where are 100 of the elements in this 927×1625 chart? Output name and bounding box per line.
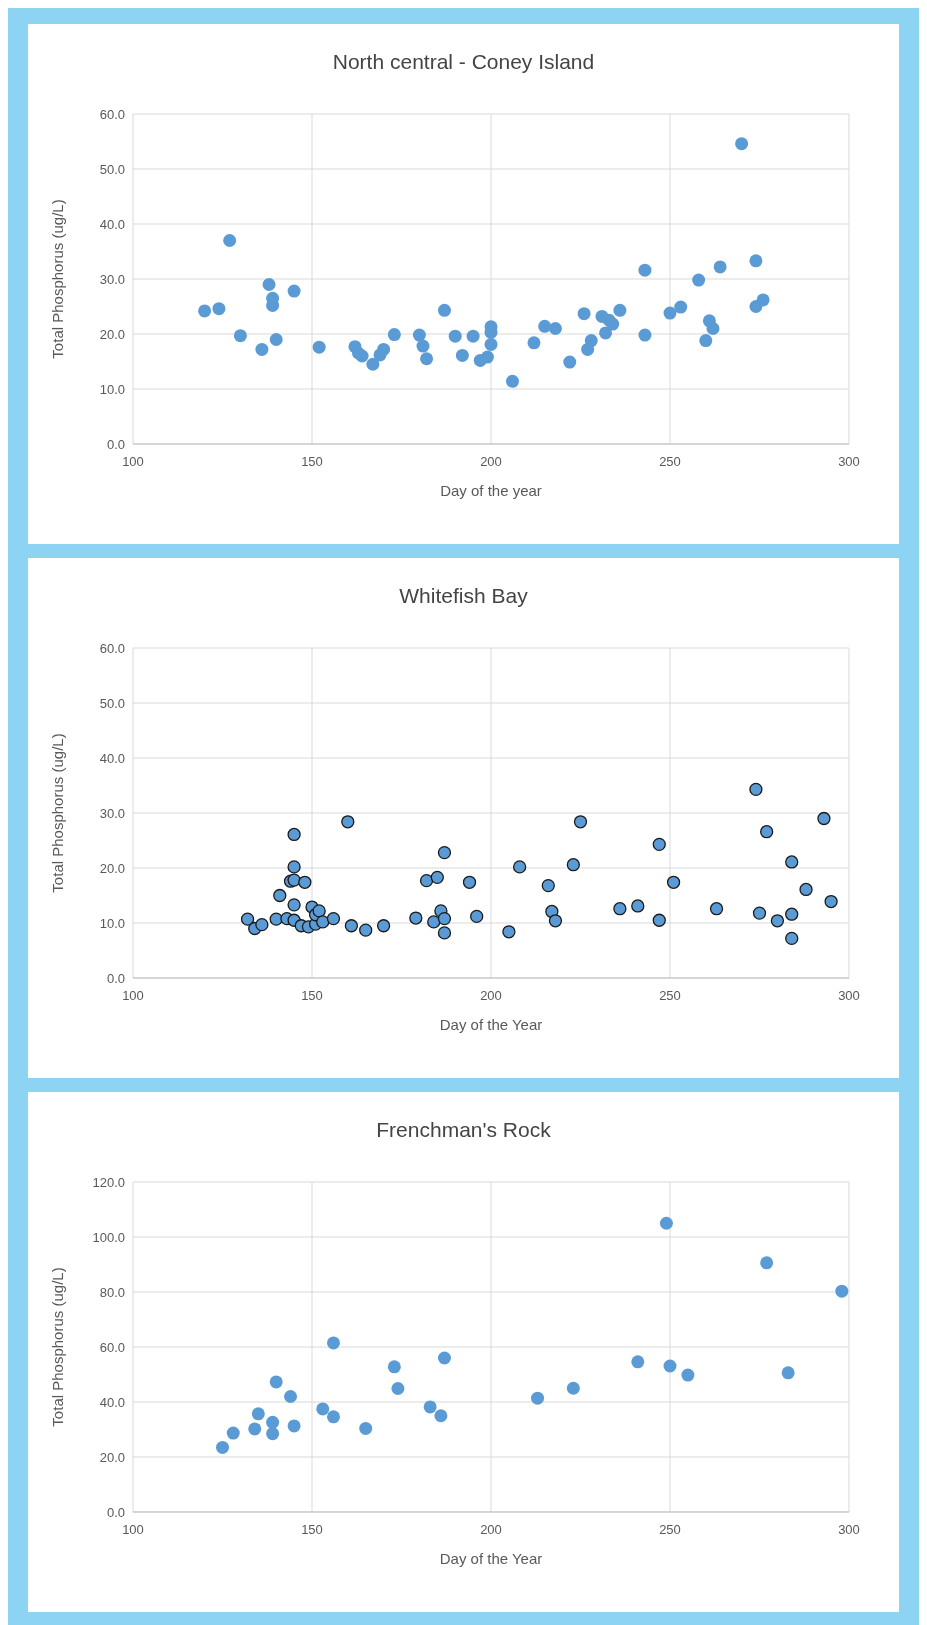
point	[466, 329, 480, 343]
y-tick-label: 60.0	[99, 1339, 125, 1355]
point	[606, 317, 620, 331]
point	[344, 919, 359, 933]
point	[287, 1419, 301, 1433]
y-tick-label: 20.0	[99, 860, 125, 876]
point	[735, 137, 749, 151]
point	[316, 915, 330, 929]
point	[326, 1410, 340, 1424]
x-tick-label: 200	[480, 1522, 502, 1537]
point	[563, 355, 577, 369]
point	[749, 254, 763, 268]
point	[756, 293, 770, 307]
point	[652, 837, 666, 851]
point	[666, 875, 681, 889]
point	[326, 911, 341, 926]
point	[359, 923, 373, 937]
y-axis-title: Total Phosphorus (ug/L)	[49, 199, 66, 359]
point	[266, 1427, 280, 1441]
point	[212, 302, 226, 316]
point	[233, 329, 247, 343]
point	[359, 1421, 373, 1435]
point	[437, 911, 452, 926]
point	[198, 304, 212, 318]
x-tick-label: 150	[301, 988, 323, 1003]
point	[420, 352, 434, 366]
point	[706, 322, 720, 335]
x-axis-title: Day of the Year	[439, 1550, 543, 1567]
x-tick-label: 200	[480, 454, 502, 469]
point	[577, 307, 591, 321]
y-tick-label: 60.0	[99, 106, 125, 122]
y-axis-title: Total Phosphorus (ug/L)	[49, 1267, 66, 1427]
point	[223, 234, 237, 247]
point	[437, 845, 452, 860]
point	[824, 894, 838, 909]
y-tick-label: 60.0	[99, 640, 125, 656]
y-tick-label: 40.0	[99, 1394, 125, 1410]
point	[312, 340, 326, 354]
point	[287, 898, 301, 912]
y-tick-label: 10.0	[99, 915, 125, 931]
chart-title: Whitefish Bay	[399, 584, 529, 607]
point	[387, 328, 401, 342]
point	[470, 909, 484, 924]
point	[817, 811, 831, 826]
point	[505, 374, 519, 388]
y-tick-label: 80.0	[99, 1284, 125, 1300]
point	[531, 1391, 545, 1405]
point	[423, 1400, 437, 1414]
point	[419, 874, 434, 888]
y-tick-label: 0.0	[106, 970, 125, 986]
x-tick-label: 300	[838, 454, 860, 469]
x-tick-label: 200	[480, 988, 502, 1003]
point	[631, 1355, 645, 1369]
point	[752, 906, 767, 920]
y-axis-title: Total Phosphorus (ug/L)	[49, 733, 66, 893]
point	[548, 322, 562, 335]
point	[377, 342, 391, 356]
point	[613, 303, 627, 317]
point	[248, 1422, 262, 1436]
point	[785, 855, 799, 869]
point	[613, 902, 627, 916]
point	[760, 825, 774, 839]
y-tick-label: 20.0	[99, 1449, 125, 1465]
point	[548, 914, 563, 928]
point	[287, 860, 301, 874]
point	[541, 878, 555, 893]
y-tick-label: 0.0	[106, 436, 125, 452]
point	[427, 915, 441, 929]
y-tick-label: 120.0	[92, 1174, 125, 1190]
point	[269, 333, 283, 346]
point	[502, 925, 516, 939]
point	[480, 350, 494, 364]
point	[455, 348, 469, 362]
point	[770, 914, 785, 928]
point	[316, 1402, 330, 1416]
point	[341, 815, 355, 829]
point	[416, 339, 430, 353]
point	[709, 902, 724, 916]
point	[566, 858, 580, 872]
point	[527, 336, 541, 350]
chart-title: Frenchman's Rock	[376, 1118, 552, 1141]
point	[652, 913, 666, 927]
point	[638, 263, 652, 277]
x-tick-label: 250	[659, 1522, 681, 1537]
point	[216, 1440, 229, 1454]
y-tick-label: 50.0	[99, 161, 125, 177]
point	[434, 1409, 448, 1423]
point	[659, 1216, 673, 1230]
y-tick-label: 40.0	[99, 216, 125, 232]
point	[785, 931, 799, 946]
point	[326, 1336, 340, 1350]
y-tick-label: 100.0	[92, 1229, 125, 1245]
point	[692, 273, 706, 287]
point	[799, 882, 813, 897]
point	[366, 357, 380, 371]
point	[269, 1375, 283, 1389]
point	[430, 870, 444, 884]
x-axis-title: Day of the year	[440, 482, 542, 499]
point	[713, 260, 727, 274]
x-tick-label: 300	[838, 988, 860, 1003]
